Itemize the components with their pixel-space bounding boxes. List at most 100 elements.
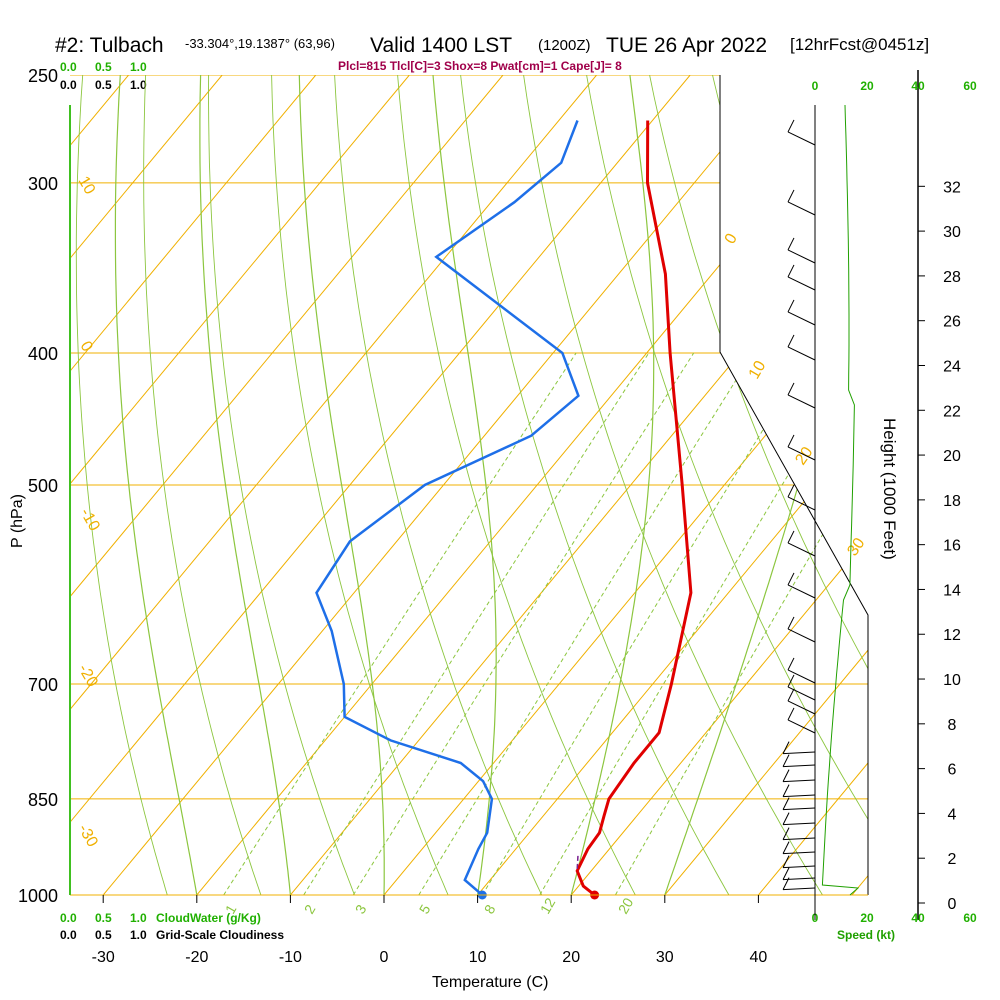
moist-adiabat xyxy=(199,75,291,895)
isotherm--90 xyxy=(70,75,223,895)
height-tick-label: 10 xyxy=(943,672,961,689)
speed-label-top: 60 xyxy=(963,79,977,93)
speed-label-bottom: 20 xyxy=(860,911,874,925)
wind-barb-feather xyxy=(787,382,795,396)
isotherm--80 xyxy=(70,75,317,895)
wind-barb-feather xyxy=(787,334,795,348)
height-tick-label: 0 xyxy=(948,896,957,913)
pressure-label-700: 700 xyxy=(28,675,58,695)
wind-barb-feather xyxy=(787,674,795,688)
dry-adiabat xyxy=(271,75,449,895)
cloudiness-label: Grid-Scale Cloudiness xyxy=(156,928,284,942)
dry-adiabat xyxy=(523,75,823,895)
height-tick-label: 26 xyxy=(943,314,961,331)
wind-barb-feather xyxy=(782,812,790,825)
x-axis-title: Temperature (C) xyxy=(432,974,548,991)
moist-adiabat xyxy=(298,75,385,895)
cloudwater-label: CloudWater (g/Kg) xyxy=(156,911,261,925)
isotherm--60 xyxy=(70,75,504,895)
isotherm-label: 10 xyxy=(75,174,99,198)
wind-barb-feather xyxy=(782,855,790,868)
wind-barb-feather xyxy=(787,707,795,721)
pressure-label-500: 500 xyxy=(28,476,58,496)
wind-barb xyxy=(787,201,816,216)
wind-barb xyxy=(787,542,816,557)
height-tick-label: 16 xyxy=(943,538,961,555)
dry-adiabat xyxy=(334,75,543,895)
wind-barb-feather xyxy=(787,688,795,702)
speed-label-top: 20 xyxy=(860,79,874,93)
isotherm--50 xyxy=(70,75,597,895)
bottom-scale-green-2: 1.0 xyxy=(130,911,147,925)
isotherm-label: -30 xyxy=(75,822,101,851)
bottom-scale-green-0: 0.0 xyxy=(60,911,77,925)
height-tick-label: 18 xyxy=(943,493,961,510)
bottom-scale-black-1: 0.5 xyxy=(95,928,112,942)
height-tick-label: 14 xyxy=(943,582,961,599)
wind-barb xyxy=(787,719,816,734)
wind-barb-feather xyxy=(782,827,790,840)
isotherm--30 xyxy=(102,75,785,895)
height-tick-label: 22 xyxy=(943,403,961,420)
height-tick-label: 24 xyxy=(943,358,961,375)
wind-barb-feather xyxy=(787,657,795,671)
speed-label-bottom: 40 xyxy=(911,911,925,925)
top-scale-black-1: 0.5 xyxy=(95,78,112,92)
wind-barb-feather xyxy=(787,237,795,251)
pressure-label-850: 850 xyxy=(28,790,58,810)
wind-barb xyxy=(787,496,816,511)
wind-barb xyxy=(783,807,816,811)
wind-barb-feather xyxy=(787,264,795,278)
wind-panel xyxy=(782,104,860,920)
wind-barb xyxy=(783,822,816,826)
isotherm-0 xyxy=(383,75,868,895)
mixing-ratio-label: 5 xyxy=(416,902,434,917)
isotherm-30 xyxy=(664,75,868,895)
height-tick-label: 6 xyxy=(948,762,957,779)
wind-barb xyxy=(787,584,816,599)
wind-barb xyxy=(787,446,816,461)
isotherm-label: 10 xyxy=(746,358,770,382)
wind-barb-feather xyxy=(782,784,790,797)
dry-adiabat xyxy=(75,75,168,895)
isotherm-label: 30 xyxy=(844,535,868,559)
wind-barb xyxy=(787,686,816,701)
wind-barb-feather xyxy=(782,769,790,782)
wind-barb xyxy=(787,346,816,361)
wind-speed-line xyxy=(821,104,860,896)
height-tick-label: 20 xyxy=(943,448,961,465)
wind-barb xyxy=(787,628,816,643)
pressure-label-400: 400 xyxy=(28,344,58,364)
temp-tick-label: 30 xyxy=(656,949,674,966)
height-tick-label: 32 xyxy=(943,179,961,196)
wind-barb-feather xyxy=(782,867,790,880)
mixing-ratio-line xyxy=(303,352,650,895)
dry-adiabat xyxy=(143,75,262,895)
dry-adiabat xyxy=(460,75,730,895)
wind-barb-feather xyxy=(787,572,795,586)
top-scale-black-0: 0.0 xyxy=(60,78,77,92)
height-axis-title: Height (1000 Feet) xyxy=(880,418,899,560)
temp-tick-label: -20 xyxy=(185,949,208,966)
temperature-line xyxy=(575,120,693,897)
pressure-label-1000: 1000 xyxy=(18,886,58,906)
forecast-run: [12hrFcst@0451z] xyxy=(790,35,929,54)
dry-adiabat xyxy=(586,75,868,895)
dry-adiabat xyxy=(208,75,355,895)
height-tick-label: 12 xyxy=(943,627,961,644)
sounding-profiles xyxy=(315,120,693,900)
bottom-scale-green-1: 0.5 xyxy=(95,911,112,925)
wind-barb-feather xyxy=(782,797,790,810)
wind-barb xyxy=(787,700,816,715)
dry-adiabat xyxy=(965,75,1000,895)
isotherm-20 xyxy=(570,75,868,895)
top-scale-green-2: 1.0 xyxy=(130,60,147,74)
wind-barb-feather xyxy=(782,841,790,854)
sounding-params: Plcl=815 Tlcl[C]=3 Shox=8 Pwat[cm]=1 Cap… xyxy=(338,59,622,73)
mixing-ratio-line xyxy=(614,352,868,895)
dry-adiabat xyxy=(397,75,636,895)
wind-barb xyxy=(783,794,816,798)
speed-label-top: 0 xyxy=(812,79,819,93)
isotherm--70 xyxy=(70,75,410,895)
